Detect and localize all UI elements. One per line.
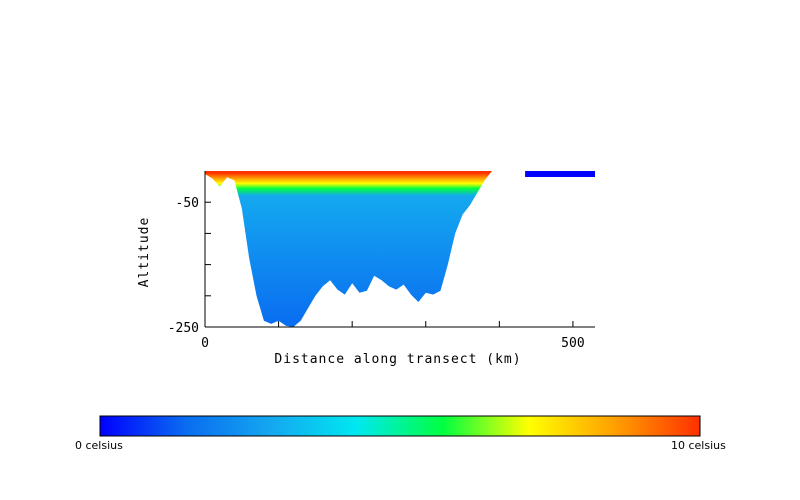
y-tick-label: -250 bbox=[168, 321, 199, 336]
y-tick-label: -50 bbox=[176, 196, 199, 211]
colorbar bbox=[99, 415, 701, 437]
water-section bbox=[205, 171, 492, 327]
x-tick-label: 500 bbox=[561, 336, 584, 351]
plot-area bbox=[205, 171, 595, 327]
colorbar-max-label: 10 celsius bbox=[671, 439, 726, 452]
colorbar-min-label: 0 celsius bbox=[75, 439, 123, 452]
x-axis-label: Distance along transect (km) bbox=[274, 352, 521, 367]
surface-bar bbox=[525, 171, 595, 177]
y-axis-label: Altitude bbox=[137, 217, 152, 288]
x-tick-label: 0 bbox=[201, 336, 209, 351]
axes: 0 500 -250 -50 bbox=[168, 171, 595, 351]
